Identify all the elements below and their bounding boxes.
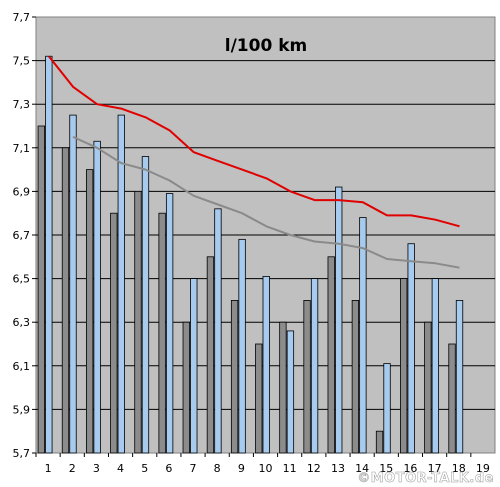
x-tick-label: 1 <box>45 462 52 475</box>
y-tick-label: 7,7 <box>13 11 31 24</box>
x-tick-label: 13 <box>331 462 345 475</box>
x-tick-label: 5 <box>141 462 148 475</box>
bar-series-2 <box>286 330 295 454</box>
x-tick-label: 14 <box>355 462 369 475</box>
y-tick-label: 6,1 <box>13 360 31 373</box>
bar-series-2 <box>117 114 125 454</box>
x-tick-label: 6 <box>165 462 172 475</box>
bar-series-2 <box>69 114 77 454</box>
bar-series-2 <box>335 186 343 454</box>
y-tick-label: 6,5 <box>13 273 31 286</box>
x-tick-label: 17 <box>428 462 442 475</box>
x-tick-label: 16 <box>403 462 417 475</box>
bar-series-1 <box>424 321 432 454</box>
bar-series-1 <box>255 343 263 454</box>
y-tick-label: 6,7 <box>13 229 31 242</box>
bar-series-1 <box>448 343 456 454</box>
x-tick-label: 4 <box>117 462 124 475</box>
y-tick-label: 5,7 <box>13 447 31 460</box>
bar-series-1 <box>351 299 360 454</box>
x-tick-label: 15 <box>379 462 393 475</box>
bar-series-1 <box>230 299 239 454</box>
bar-series-1 <box>327 256 335 454</box>
bar-series-1 <box>206 256 215 454</box>
bar-series-1 <box>61 147 70 454</box>
x-tick-label: 11 <box>283 462 297 475</box>
trend-lines <box>48 55 460 269</box>
bar-series-2 <box>165 193 174 454</box>
x-axis-ticks: 1 2 3 4 5 6 7 8 9 10 11 12 13 14 15 16 17 18 19 <box>35 453 490 475</box>
line-series-2 <box>72 135 460 269</box>
y-tick-label: 6,9 <box>13 185 31 198</box>
bar-series-2 <box>383 363 391 454</box>
bar-series-1 <box>303 299 311 454</box>
bar-series-2 <box>407 243 415 454</box>
y-tick-label: 6,3 <box>13 316 31 329</box>
bar-series-2 <box>431 278 440 454</box>
bar-series-1 <box>37 125 45 454</box>
x-tick-label: 12 <box>307 462 321 475</box>
bar-series-2 <box>190 278 198 454</box>
x-tick-label: 8 <box>214 462 221 475</box>
bar-series-1 <box>134 190 142 454</box>
bar-series-2 <box>93 140 101 454</box>
bar-series-1 <box>400 278 408 454</box>
bar-series-1 <box>85 169 94 454</box>
bar-series-2 <box>45 55 53 454</box>
bar-series-1 <box>279 321 287 454</box>
bar-series-2 <box>238 238 246 454</box>
line-series-1 <box>48 55 460 228</box>
bar-series-1 <box>375 430 384 454</box>
x-tick-label: 7 <box>190 462 197 475</box>
y-tick-label: 7,5 <box>13 55 31 68</box>
bar-series-1 <box>182 321 190 454</box>
bars <box>37 55 464 454</box>
bar-series-2 <box>359 217 367 454</box>
y-tick-label: 7,3 <box>13 98 31 111</box>
chart-title: l/100 km <box>225 36 307 56</box>
x-tick-label: 10 <box>259 462 273 475</box>
x-tick-label: 2 <box>69 462 76 475</box>
bar-series-2 <box>310 278 319 454</box>
x-tick-label: 18 <box>452 462 466 475</box>
bar-series-2 <box>214 208 222 454</box>
bar-series-1 <box>158 212 166 454</box>
bar-series-1 <box>110 212 118 454</box>
bar-series-2 <box>262 276 270 454</box>
y-tick-label: 7,1 <box>13 142 31 155</box>
bar-series-2 <box>455 299 464 454</box>
y-tick-label: 5,9 <box>13 403 31 416</box>
y-axis-ticks: 5,7 5,9 6,1 6,3 6,5 6,7 6,9 7,1 7,3 7,5 7,7 <box>13 11 36 460</box>
watermark-text: ©MOTOR-TALK.de <box>357 471 494 486</box>
bar-series-2 <box>141 156 150 454</box>
x-tick-label: 19 <box>476 462 490 475</box>
x-tick-label: 3 <box>93 462 100 475</box>
x-tick-label: 9 <box>238 462 245 475</box>
